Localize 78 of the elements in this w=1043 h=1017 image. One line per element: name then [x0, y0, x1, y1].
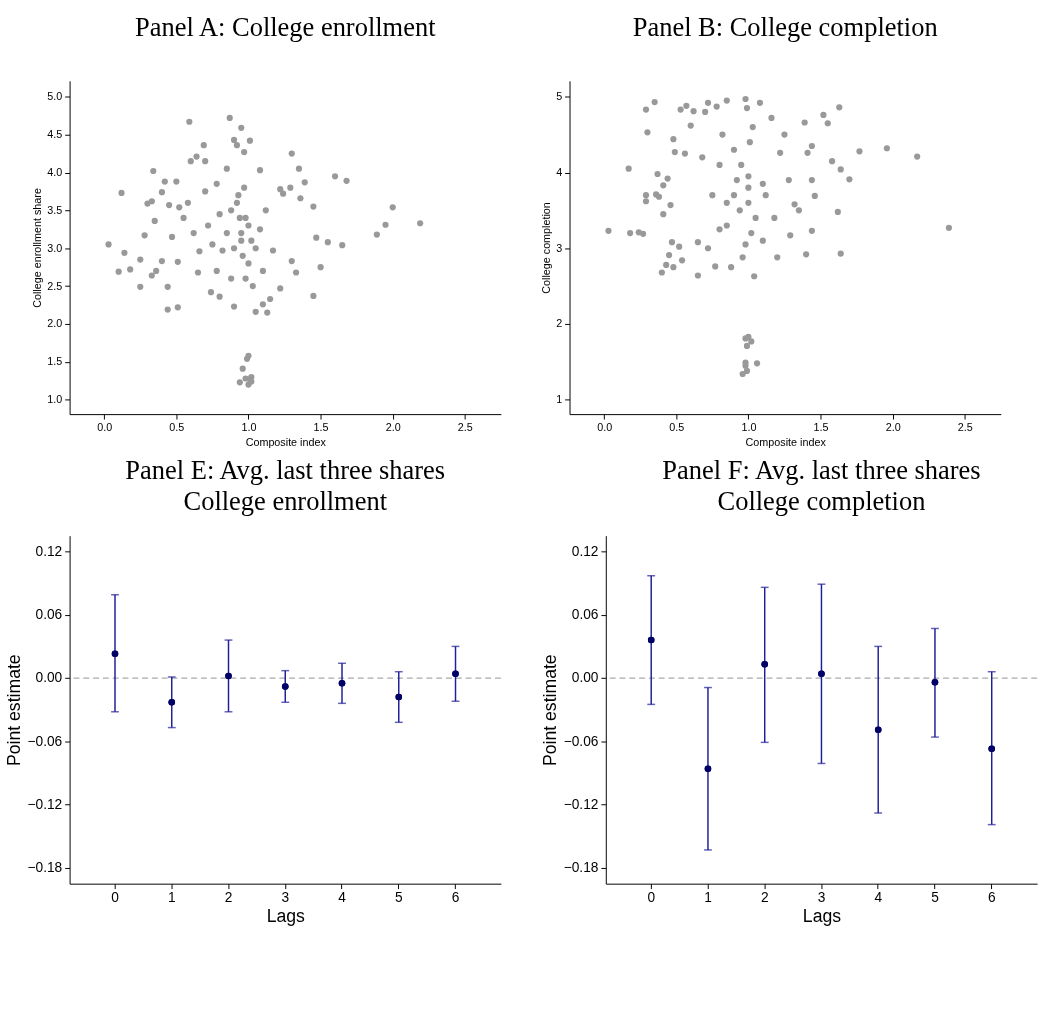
- point: [874, 726, 882, 733]
- y-tick-label: 4.5: [47, 128, 63, 141]
- y-tick-label: −0.12: [27, 796, 63, 812]
- x-tick-label: 0.0: [597, 421, 613, 434]
- y-tick-label: −0.06: [27, 733, 63, 749]
- x-tick-label: 0.5: [669, 421, 685, 434]
- y-axis-title: Point estimate: [3, 654, 24, 767]
- point: [931, 678, 939, 686]
- y-tick-label: 0.00: [571, 670, 599, 686]
- point: [281, 683, 289, 690]
- x-tick-label: 1.0: [741, 421, 757, 434]
- point: [818, 670, 825, 678]
- x-tick-label: 0.0: [97, 421, 113, 434]
- x-axis-title: Composite index: [745, 435, 827, 448]
- x-tick-label: 0.5: [169, 421, 185, 434]
- x-tick-label: 3: [281, 889, 290, 905]
- x-tick-label: 2.0: [385, 421, 401, 434]
- x-tick-label: 4: [874, 889, 883, 905]
- y-tick-label: 0.06: [571, 607, 599, 623]
- x-tick-label: 2: [224, 889, 233, 905]
- point: [761, 661, 768, 668]
- x-axis-title: Lags: [802, 906, 842, 927]
- y-tick-label: 5.0: [47, 90, 63, 103]
- chart-title: Panel E: Avg. last three shares College enrollment: [125, 454, 446, 517]
- point: [988, 745, 995, 752]
- chart-title: Panel A: College enrollment: [135, 11, 437, 42]
- x-tick-label: 0: [111, 889, 120, 905]
- x-tick-label: 6: [451, 889, 460, 905]
- y-tick-label: 5: [556, 90, 563, 103]
- y-tick-label: 4.0: [47, 165, 63, 178]
- y-axis-title: Point estimate: [539, 654, 560, 767]
- x-tick-label: 6: [987, 889, 996, 905]
- x-axis-title: Lags: [266, 906, 306, 927]
- chart-title: Panel F: Avg. last three shares College completion: [662, 454, 981, 517]
- y-tick-label: −0.18: [563, 860, 599, 876]
- chart-title: Panel B: College completion: [632, 11, 938, 42]
- y-tick-label: 1.0: [47, 393, 63, 406]
- point: [452, 670, 459, 678]
- y-axis-title: College completion: [540, 202, 553, 294]
- x-tick-label: 5: [394, 889, 403, 905]
- x-tick-label: 2.0: [885, 421, 901, 434]
- y-tick-label: 0.12: [571, 543, 599, 559]
- y-tick-label: 3: [556, 241, 563, 254]
- x-tick-label: 2.5: [457, 421, 473, 434]
- y-tick-label: 2.0: [47, 317, 63, 330]
- y-tick-label: 0.12: [35, 543, 63, 559]
- point: [338, 680, 346, 687]
- y-axis-title: College enrollment share: [31, 188, 44, 308]
- y-tick-label: 3.5: [47, 203, 63, 216]
- point: [111, 650, 119, 658]
- x-tick-label: 1: [167, 889, 176, 905]
- point: [168, 699, 176, 706]
- y-tick-label: 2: [556, 317, 563, 330]
- x-tick-label: 0: [647, 889, 656, 905]
- x-axis-title: Composite index: [245, 435, 327, 448]
- y-tick-label: 2.5: [47, 279, 63, 292]
- x-tick-label: 2.5: [957, 421, 973, 434]
- y-tick-label: −0.06: [563, 733, 599, 749]
- point: [395, 693, 403, 701]
- y-tick-label: 1: [556, 393, 563, 406]
- x-tick-label: 2: [760, 889, 769, 905]
- x-tick-label: 5: [931, 889, 940, 905]
- y-tick-label: −0.12: [563, 796, 599, 812]
- point: [647, 636, 655, 644]
- y-tick-label: 0.06: [35, 607, 63, 623]
- x-tick-label: 1.5: [813, 421, 829, 434]
- x-tick-label: 1.0: [241, 421, 257, 434]
- y-tick-label: −0.18: [27, 860, 63, 876]
- y-tick-label: 3.0: [47, 241, 63, 254]
- x-tick-label: 3: [817, 889, 826, 905]
- x-tick-label: 4: [338, 889, 347, 905]
- point: [704, 765, 712, 773]
- y-tick-label: 4: [556, 165, 563, 178]
- x-tick-label: 1.5: [313, 421, 329, 434]
- point: [225, 672, 232, 680]
- y-tick-label: 1.5: [47, 355, 63, 368]
- x-tick-label: 1: [704, 889, 712, 905]
- y-tick-label: 0.00: [35, 670, 63, 686]
